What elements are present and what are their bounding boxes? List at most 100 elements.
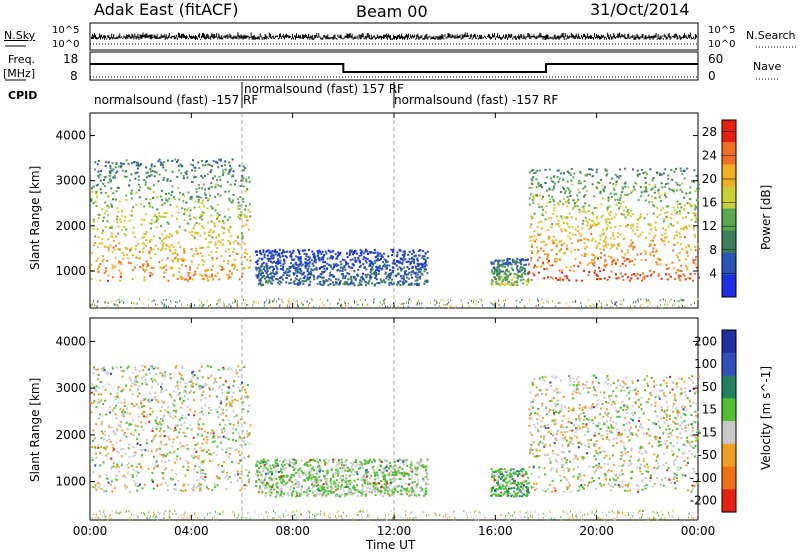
velocity-cell (95, 423, 98, 426)
power-cell (201, 187, 204, 190)
power-speckle (118, 301, 120, 304)
power-cell (191, 181, 194, 183)
noise-sample (239, 35, 241, 38)
velocity-cell (182, 484, 185, 487)
noise-sample (134, 33, 136, 38)
power-speckle (231, 305, 232, 308)
power-cell (97, 213, 100, 216)
power-cell (104, 226, 107, 228)
power-cell (381, 267, 384, 270)
power-cell (309, 280, 312, 283)
power-cell (264, 277, 266, 280)
velocity-cell (230, 368, 233, 371)
power-cell (332, 256, 335, 258)
power-cell (306, 264, 309, 267)
power-cell (420, 268, 423, 271)
power-cell (364, 250, 367, 253)
power-cell (576, 230, 579, 232)
noise-sample (498, 36, 499, 39)
power-speckle (673, 303, 675, 306)
power-cell (560, 239, 563, 242)
power-cell (231, 201, 234, 204)
noise-sample (202, 32, 204, 38)
power-region (528, 167, 700, 282)
power-cell (366, 273, 369, 276)
power-cell (148, 202, 151, 205)
power-cell (657, 273, 660, 276)
velocity-cell (160, 391, 163, 394)
power-cell (686, 266, 689, 269)
velocity-cell (208, 394, 211, 397)
power-cell (105, 210, 108, 212)
power-cell (187, 222, 190, 225)
power-cell (209, 234, 212, 237)
power-cell (166, 221, 169, 224)
power-speckle (292, 307, 294, 310)
noise-sample (169, 37, 171, 38)
power-cell (328, 277, 331, 280)
velocity-cell (100, 446, 102, 449)
velocity-cell (248, 454, 251, 457)
power-speckle (690, 303, 692, 306)
power-cell (201, 246, 204, 249)
power-cell (210, 205, 213, 208)
noise-sample (306, 35, 308, 38)
noise-sample (426, 33, 428, 39)
noise-sample (522, 38, 524, 40)
power-cell (672, 267, 675, 270)
power-cell (387, 274, 390, 277)
power-cell (426, 272, 429, 275)
power-cell (279, 268, 282, 271)
power-cell (242, 165, 245, 168)
power-cell (288, 274, 291, 277)
power-speckle (551, 300, 553, 303)
power-cell (227, 277, 230, 280)
noise-sample (624, 33, 626, 39)
velocity-cell (112, 446, 115, 449)
velocity-cell (136, 387, 139, 390)
noise-sample (99, 33, 101, 38)
velocity-cell (184, 489, 187, 492)
noise-sample (582, 33, 584, 38)
power-cell (528, 197, 531, 200)
noise-sample (240, 34, 242, 39)
power-cell (604, 218, 607, 221)
power-cell (624, 264, 627, 267)
velocity-cell (123, 474, 126, 477)
power-cell (160, 164, 163, 166)
power-speckle (435, 300, 437, 303)
power-cell (417, 259, 419, 262)
power-cell (535, 186, 538, 189)
power-cell (140, 203, 143, 206)
velocity-cell (207, 377, 210, 380)
power-cell (343, 283, 346, 286)
power-cell (104, 165, 107, 168)
power-cell (603, 254, 606, 257)
velocity-cell (200, 483, 203, 486)
power-speckle (288, 301, 290, 304)
power-cell (631, 224, 634, 227)
power-cell (584, 185, 587, 188)
colorbar-tick-label: 12 (702, 219, 717, 233)
power-cell (324, 269, 327, 272)
power-cell (550, 249, 553, 252)
power-cell (687, 243, 690, 246)
power-cell (590, 233, 593, 235)
power-cell (602, 269, 605, 272)
power-cell (221, 238, 224, 241)
power-cell (220, 268, 223, 271)
power-speckle (481, 299, 483, 302)
power-cell (197, 263, 200, 266)
velocity-cell (197, 455, 200, 457)
power-cell (340, 263, 343, 266)
velocity-cell (201, 386, 204, 389)
noise-sample (574, 35, 576, 40)
power-cell (344, 268, 347, 271)
velocity-cell (247, 455, 250, 458)
power-cell (662, 207, 665, 210)
power-cell (158, 237, 161, 240)
power-speckle (312, 298, 314, 301)
power-cell (558, 240, 561, 243)
power-cell (692, 261, 695, 264)
power-cell (606, 206, 609, 209)
